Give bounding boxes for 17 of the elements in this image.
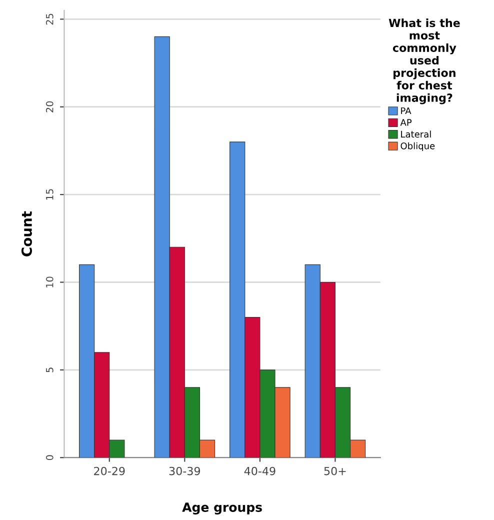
- y-axis-title: Count: [21, 211, 32, 256]
- x-tick-label: 30-39: [169, 466, 200, 476]
- x-tick-label: 50+: [324, 466, 346, 476]
- legend-label: AP: [400, 119, 412, 126]
- x-axis-title: Age groups: [182, 502, 262, 514]
- y-tick-label: 5: [46, 368, 54, 372]
- y-tick-label: 15: [46, 189, 54, 200]
- y-tick-label: 10: [46, 276, 54, 288]
- x-tick-label: 40-49: [244, 466, 276, 476]
- legend-label: Lateral: [401, 130, 431, 138]
- legend-label: Oblique: [400, 142, 435, 152]
- y-tick-label: 20: [46, 101, 54, 112]
- y-tick-label: 25: [46, 14, 54, 25]
- x-tick-label: 20-29: [94, 466, 125, 476]
- y-tick-label: 0: [46, 455, 54, 460]
- legend-title: What is the most commonly used projection for chest imaging?: [388, 18, 460, 104]
- legend-label: PA: [401, 107, 412, 114]
